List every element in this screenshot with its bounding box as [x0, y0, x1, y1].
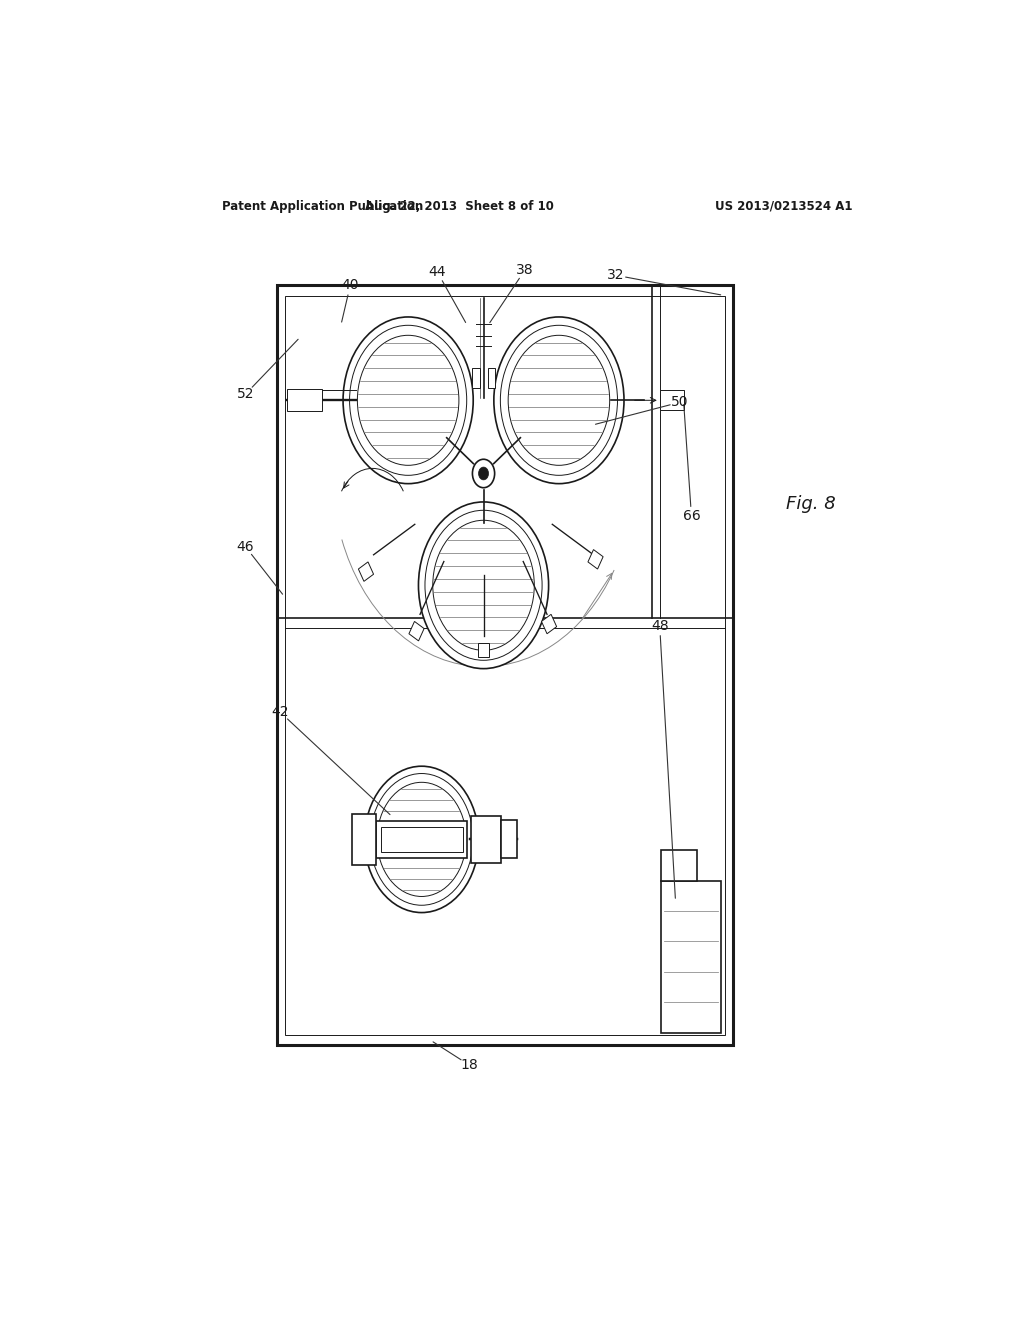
Text: 46: 46	[237, 540, 254, 553]
Text: 44: 44	[429, 265, 446, 280]
Bar	[352, 813, 376, 865]
Bar	[278, 285, 733, 1044]
Bar	[659, 391, 684, 411]
Bar	[381, 828, 463, 851]
Circle shape	[478, 467, 488, 480]
Circle shape	[494, 317, 624, 483]
Bar	[478, 643, 489, 657]
Bar	[588, 549, 603, 569]
Bar	[662, 850, 697, 880]
Bar	[376, 821, 467, 858]
Text: 42: 42	[271, 705, 289, 719]
Bar	[472, 368, 479, 388]
Circle shape	[419, 502, 549, 669]
Text: 66: 66	[683, 510, 700, 523]
Text: 38: 38	[516, 263, 534, 277]
Circle shape	[365, 766, 479, 912]
Text: Patent Application Publication: Patent Application Publication	[221, 199, 423, 213]
Bar	[662, 880, 721, 1032]
Circle shape	[472, 459, 495, 487]
Bar	[287, 389, 323, 412]
Text: US 2013/0213524 A1: US 2013/0213524 A1	[715, 199, 853, 213]
Text: Aug. 22, 2013  Sheet 8 of 10: Aug. 22, 2013 Sheet 8 of 10	[366, 199, 554, 213]
Text: 50: 50	[671, 395, 688, 409]
Text: 18: 18	[461, 1059, 478, 1072]
Bar	[487, 368, 496, 388]
Text: 48: 48	[651, 619, 669, 634]
Bar	[285, 296, 725, 1035]
Bar	[471, 816, 502, 863]
Text: 32: 32	[607, 268, 625, 282]
Bar	[409, 622, 424, 642]
Bar	[542, 614, 557, 634]
Bar	[502, 820, 516, 858]
Text: Fig. 8: Fig. 8	[785, 495, 836, 513]
Circle shape	[343, 317, 473, 483]
Text: 40: 40	[341, 279, 359, 293]
Bar	[358, 562, 374, 581]
Text: 52: 52	[237, 387, 254, 401]
Bar	[665, 884, 718, 1028]
